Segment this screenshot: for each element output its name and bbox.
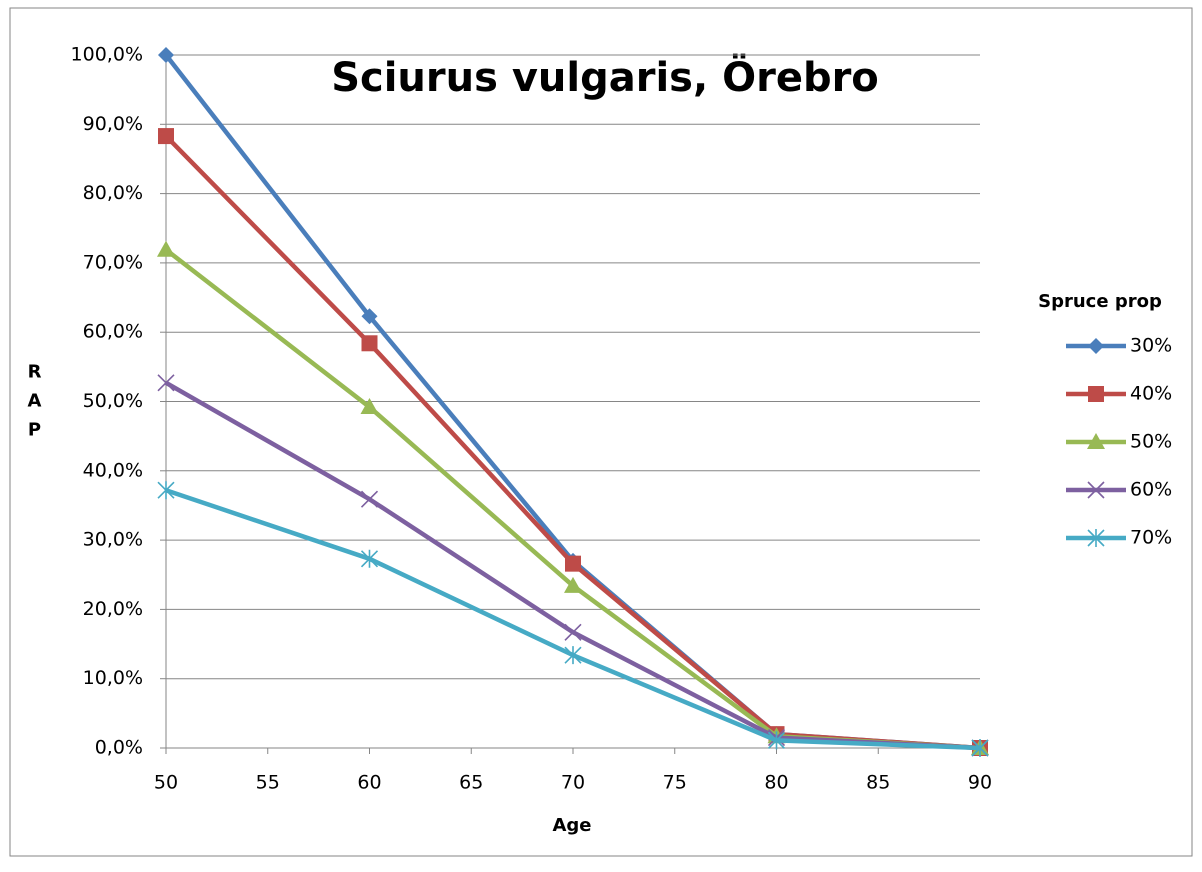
legend-title: Spruce prop bbox=[1038, 291, 1162, 312]
marker-shape bbox=[1087, 529, 1105, 547]
marker bbox=[158, 47, 174, 63]
legend-label: 60% bbox=[1130, 479, 1172, 501]
marker-shape bbox=[1088, 338, 1104, 354]
marker-shape bbox=[767, 731, 786, 750]
marker-shape bbox=[360, 549, 379, 568]
x-tick-label: 80 bbox=[764, 772, 788, 794]
x-tick-label: 70 bbox=[561, 772, 585, 794]
y-tick-label: 30,0% bbox=[83, 529, 143, 551]
chart-frame bbox=[9, 7, 1193, 857]
marker bbox=[565, 555, 581, 572]
y-tick-label: 70,0% bbox=[83, 251, 143, 273]
marker-shape bbox=[361, 335, 378, 352]
marker-shape bbox=[1087, 433, 1105, 449]
y-tick-label: 90,0% bbox=[83, 113, 143, 135]
marker-shape bbox=[158, 47, 174, 63]
marker bbox=[157, 240, 175, 257]
marker bbox=[767, 731, 786, 750]
marker bbox=[564, 646, 582, 665]
x-tick-label: 65 bbox=[459, 772, 483, 794]
marker bbox=[157, 481, 175, 500]
x-tick-label: 75 bbox=[663, 772, 687, 794]
marker-shape bbox=[564, 646, 582, 665]
marker bbox=[361, 335, 378, 352]
x-tick-label: 50 bbox=[154, 772, 178, 794]
marker bbox=[361, 308, 378, 325]
marker bbox=[1087, 529, 1105, 547]
marker-shape bbox=[361, 308, 378, 325]
marker-shape bbox=[1088, 386, 1104, 402]
marker-shape bbox=[360, 490, 379, 508]
y-tick-label: 40,0% bbox=[83, 459, 143, 481]
marker-shape bbox=[971, 739, 989, 757]
x-axis-label: Age bbox=[552, 815, 591, 836]
marker bbox=[971, 739, 989, 757]
x-tick-label: 60 bbox=[357, 772, 381, 794]
marker bbox=[360, 490, 379, 508]
y-tick-label: 10,0% bbox=[83, 667, 143, 689]
marker bbox=[564, 623, 582, 641]
y-axis-label: RAP bbox=[24, 362, 45, 449]
marker-shape bbox=[360, 398, 379, 415]
marker bbox=[1088, 386, 1104, 402]
y-tick-label: 100,0% bbox=[71, 44, 143, 66]
y-tick-label: 50,0% bbox=[83, 390, 143, 412]
x-tick-label: 55 bbox=[256, 772, 280, 794]
marker-shape bbox=[157, 374, 175, 392]
legend-label: 70% bbox=[1130, 527, 1172, 549]
legend-label: 30% bbox=[1130, 335, 1172, 357]
marker-shape bbox=[1087, 481, 1105, 499]
marker bbox=[1087, 481, 1105, 499]
x-tick-label: 90 bbox=[968, 772, 992, 794]
marker bbox=[1087, 433, 1105, 449]
chart-title: Sciurus vulgaris, Örebro bbox=[331, 53, 879, 101]
marker bbox=[564, 576, 582, 593]
x-tick-label: 85 bbox=[866, 772, 890, 794]
marker bbox=[157, 374, 175, 392]
y-tick-label: 60,0% bbox=[83, 321, 143, 343]
marker-shape bbox=[158, 128, 174, 145]
marker-shape bbox=[565, 555, 581, 572]
marker bbox=[158, 128, 174, 145]
legend-label: 40% bbox=[1130, 383, 1172, 405]
marker-shape bbox=[157, 481, 175, 500]
y-tick-label: 80,0% bbox=[83, 182, 143, 204]
marker-shape bbox=[564, 576, 582, 593]
marker bbox=[360, 549, 379, 568]
marker-shape bbox=[564, 623, 582, 641]
marker-shape bbox=[157, 240, 175, 257]
marker bbox=[1088, 338, 1104, 354]
marker bbox=[360, 398, 379, 415]
y-tick-label: 20,0% bbox=[83, 598, 143, 620]
y-tick-label: 0,0% bbox=[95, 737, 143, 759]
legend-label: 50% bbox=[1130, 431, 1172, 453]
